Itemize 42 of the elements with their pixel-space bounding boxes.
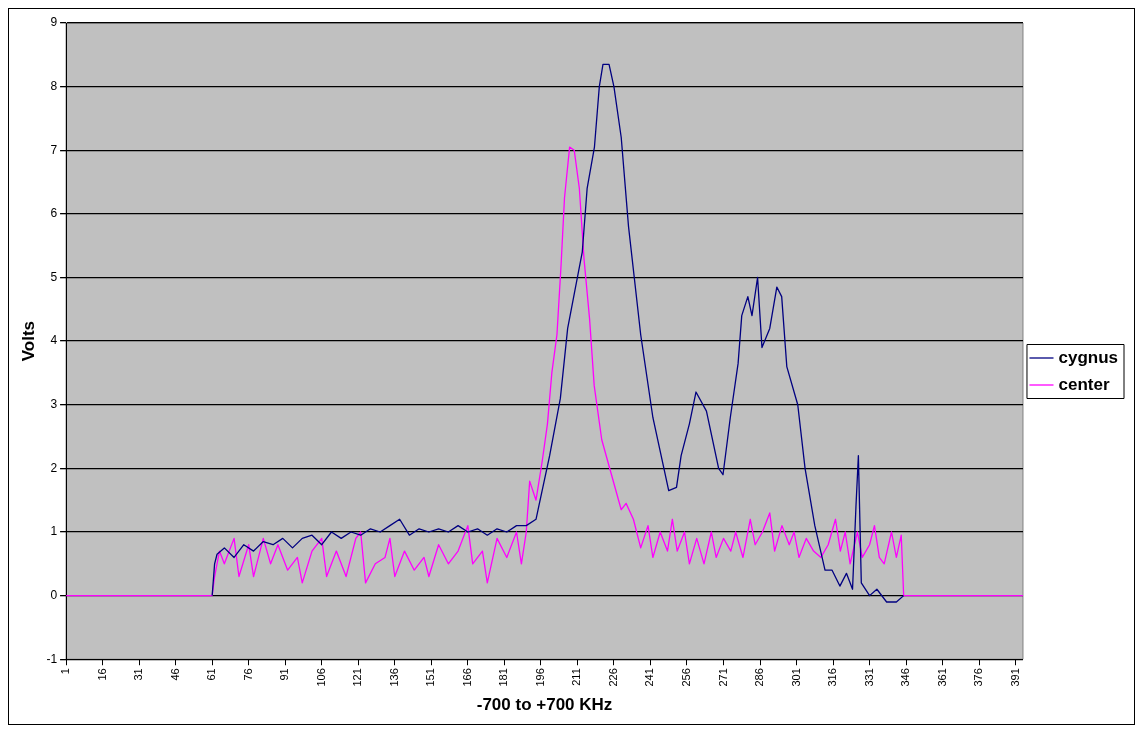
y-tick-label: 7	[50, 142, 58, 157]
x-tick-label: 76	[241, 668, 254, 681]
x-tick-label: 286	[753, 668, 766, 687]
x-tick-label: 1	[59, 668, 72, 675]
x-tick-label: 346	[899, 668, 912, 687]
x-tick-label: 136	[387, 668, 400, 687]
x-tick-label: 181	[497, 668, 510, 687]
x-tick-label: 241	[643, 668, 656, 687]
y-tick-label: 1	[50, 524, 58, 539]
x-tick-label: 316	[826, 668, 839, 687]
y-tick-label: 6	[50, 206, 58, 221]
x-tick-label: 16	[95, 668, 108, 681]
x-tick-label: 256	[680, 668, 692, 687]
x-tick-label: 196	[533, 668, 546, 687]
y-tick-label: -1	[46, 651, 58, 666]
x-tick-label: 31	[132, 668, 145, 681]
x-tick-label: 46	[168, 668, 181, 681]
x-tick-label: 361	[935, 668, 948, 687]
y-tick-label: 4	[50, 333, 58, 348]
y-tick-label: 9	[50, 15, 58, 30]
y-tick-label: 2	[50, 460, 58, 475]
y-axis-title: Volts	[18, 320, 38, 362]
x-tick-label: 331	[862, 668, 875, 687]
legend-label: cygnus	[1058, 347, 1119, 367]
x-tick-label: 301	[789, 668, 802, 687]
y-tick-label: 5	[50, 269, 58, 284]
x-tick-label: 106	[314, 668, 327, 687]
x-tick-label: 166	[460, 668, 473, 687]
x-axis-title: -700 to +700 KHz	[476, 695, 613, 715]
y-tick-label: 0	[50, 587, 58, 602]
legend-label: center	[1058, 374, 1110, 394]
x-tick-label: 226	[606, 668, 619, 687]
x-tick-label: 391	[1008, 668, 1021, 687]
x-tick-label: 121	[351, 668, 364, 687]
x-tick-label: 151	[424, 668, 437, 687]
x-tick-label: 61	[205, 668, 218, 681]
x-tick-label: 211	[570, 668, 583, 686]
x-tick-label: 376	[972, 668, 985, 687]
y-tick-label: 8	[50, 78, 58, 93]
x-tick-label: 91	[278, 668, 291, 681]
y-tick-label: 3	[50, 397, 58, 412]
x-tick-label: 271	[716, 668, 729, 687]
